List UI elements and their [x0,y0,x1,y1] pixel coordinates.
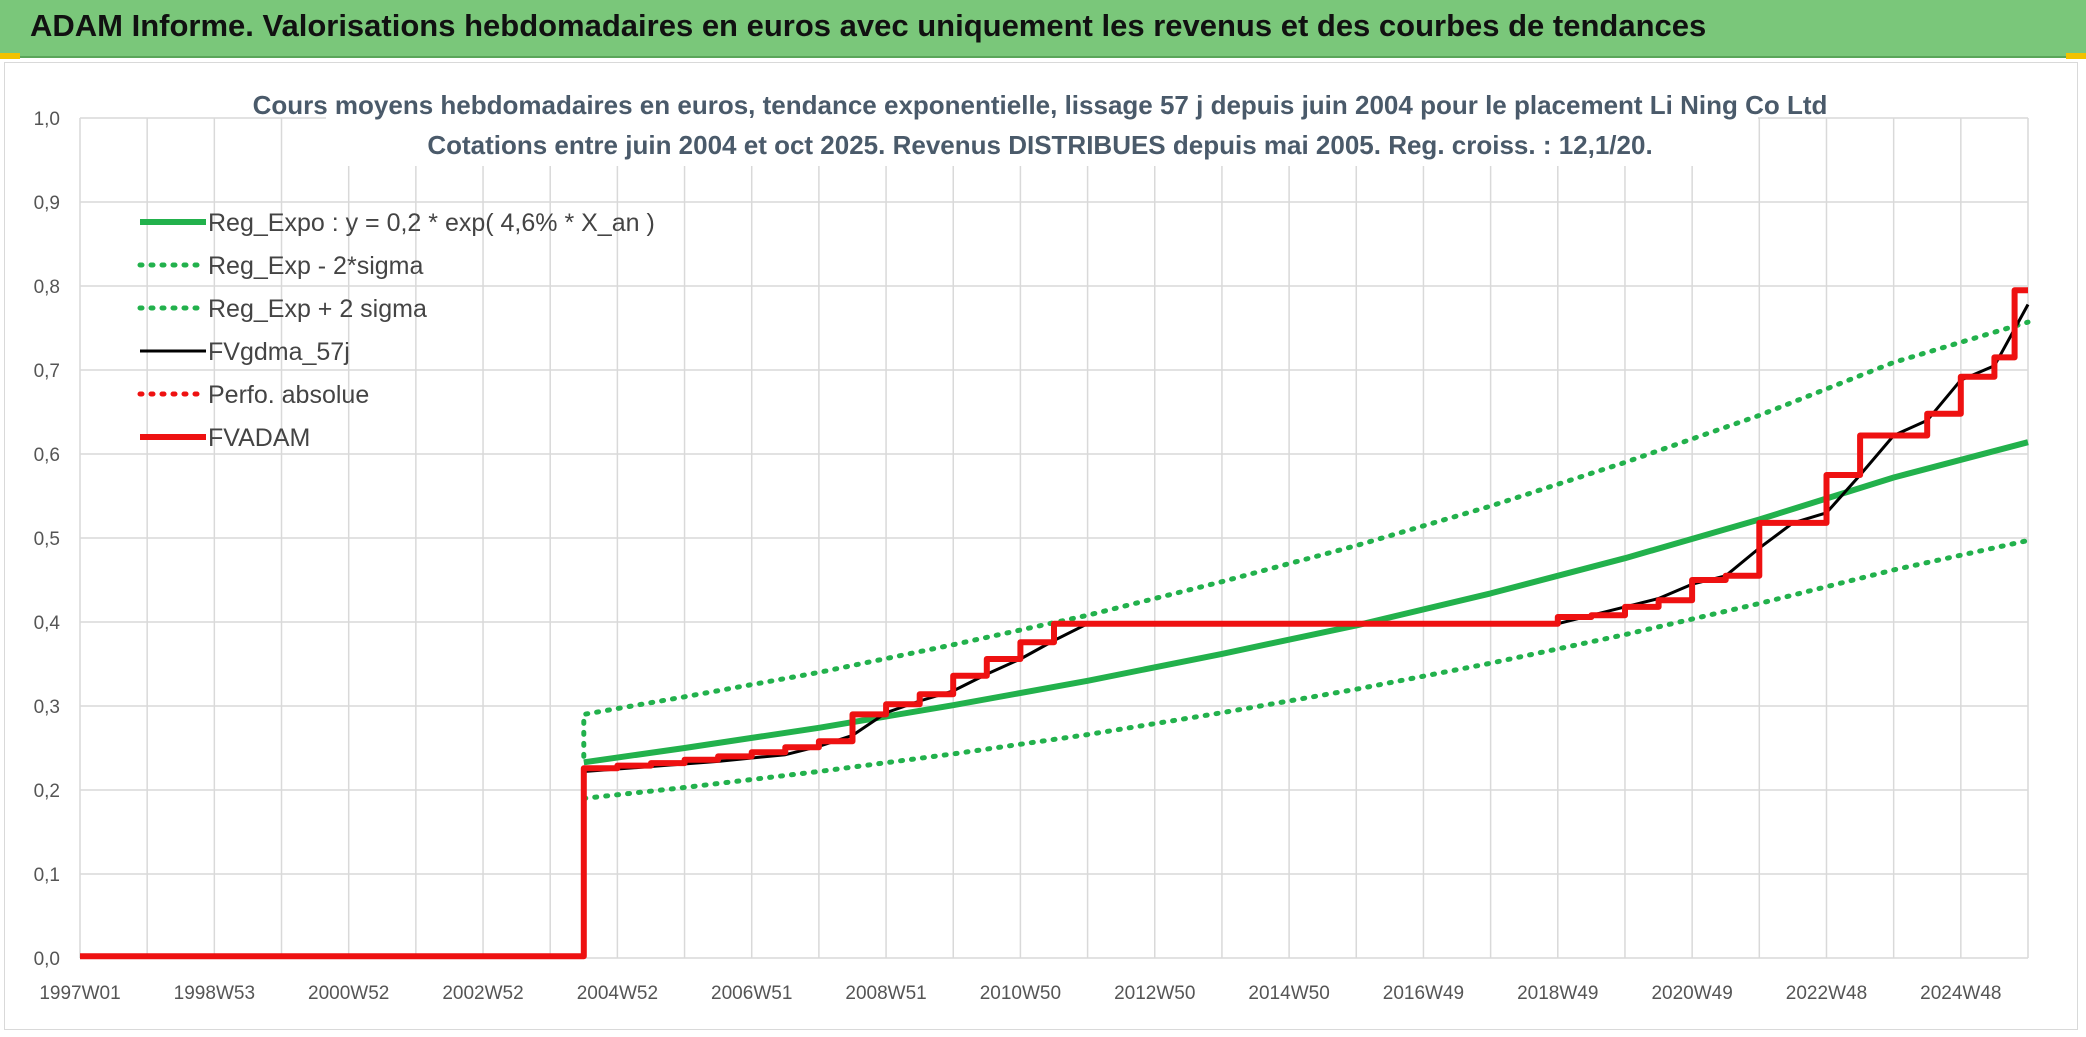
chart-title-line-1: Cours moyens hebdomadaires en euros, ten… [253,90,1828,120]
chart-frame [4,62,2078,1030]
y-tick-label: 0,8 [34,277,60,298]
x-tick-label: 2014W50 [1248,983,1329,1004]
series-line-0 [583,439,2029,766]
x-tick-label: 2010W50 [980,983,1061,1004]
series-line-2 [581,319,2031,759]
y-tick-label: 0,7 [34,361,60,382]
y-tick-label: 0,2 [34,781,60,802]
legend-label-0: Reg_Expo : y = 0,2 * exp( 4,6% * X_an ) [208,209,655,237]
x-tick-label: 2020W49 [1651,983,1732,1004]
chart-title: Cours moyens hebdomadaires en euros, ten… [253,82,1828,166]
legend-label-1: Reg_Exp - 2*sigma [208,252,423,280]
x-tick-label: 2022W48 [1786,983,1867,1004]
axis-labels: 0,0 0,1 0,2 0,3 0,4 0,5 0,6 0,7 0,8 0,9 1,0 1997W01… [34,109,2002,1004]
x-tick-label: 2004W52 [577,983,658,1004]
x-tick-label: 2008W51 [845,983,926,1004]
y-tick-label: 0,6 [34,445,60,466]
y-tick-label: 0,4 [34,613,61,634]
y-tick-label: 0,1 [34,865,60,886]
corner-marker-left [0,53,20,59]
series-group [80,287,2031,960]
y-tick-label: 0,0 [34,949,60,970]
corner-marker-right [2066,53,2086,59]
x-tick-label: 2012W50 [1114,983,1195,1004]
x-tick-label: 2002W52 [442,983,523,1004]
x-tick-label: 2024W48 [1920,983,2001,1004]
x-tick-label: 2000W52 [308,983,389,1004]
x-tick-label: 1997W01 [39,983,120,1004]
header-bar: ADAM Informe. Valorisations hebdomadaire… [0,0,2086,58]
series-line-1 [581,538,2031,801]
x-tick-label: 2006W51 [711,983,792,1004]
legend-label-3: FVgdma_57j [208,338,350,366]
x-tick-label: 1998W53 [174,983,255,1004]
y-tick-label: 0,9 [34,193,60,214]
y-tick-label: 1,0 [34,109,60,130]
legend-label-4: Perfo. absolue [208,381,369,409]
x-tick-label: 2018W49 [1517,983,1598,1004]
title-background [326,82,1758,166]
grid-lines [79,117,2029,959]
y-tick-label: 0,5 [34,529,60,550]
chart-title-line-2: Cotations entre juin 2004 et oct 2025. R… [427,130,1652,160]
y-tick-label: 0,3 [34,697,60,718]
legend-label-5: FVADAM [208,424,310,452]
legend-label-2: Reg_Exp + 2 sigma [208,295,427,323]
x-tick-label: 2016W49 [1383,983,1464,1004]
legend: Reg_Expo : y = 0,2 * exp( 4,6% * X_an ) R… [137,209,655,452]
report-title: ADAM Informe. Valorisations hebdomadaire… [30,8,1707,43]
series-line-5 [80,287,2028,960]
